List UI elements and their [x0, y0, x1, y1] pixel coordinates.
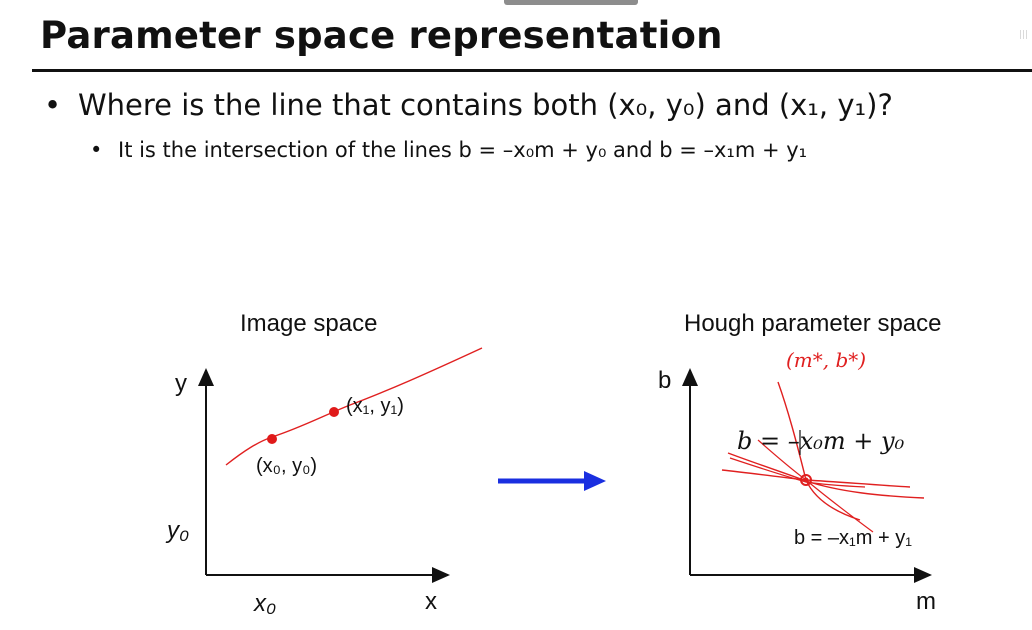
image-space-title: Image space — [240, 310, 378, 337]
image-line — [225, 347, 483, 466]
hough-line-0-label: b = –x₀m + y₀ — [737, 427, 905, 455]
hough-intersection — [800, 474, 812, 486]
y0-tick-label: y₀ — [167, 517, 190, 544]
top-handle — [504, 0, 638, 5]
handwritten-note: (m*, b*) — [786, 348, 867, 372]
hough-b-axis-label: b — [658, 367, 672, 394]
hough-line-a — [727, 452, 925, 499]
title-rule — [32, 69, 1032, 72]
point-1 — [329, 407, 339, 417]
bullet-1-text: Where is the line that contains both (x₀… — [78, 88, 893, 122]
bullet-2-text: It is the intersection of the lines b = … — [118, 138, 808, 162]
point-0-label: (x₀, y₀) — [256, 455, 318, 477]
hough-space-title: Hough parameter space — [684, 310, 942, 337]
bullet-2-dot: • — [90, 138, 103, 162]
slide-title: Parameter space representation — [40, 14, 723, 57]
hough-intersection-fill — [803, 477, 809, 483]
image-x-axis-label: x — [425, 588, 437, 615]
image-y-axis-label: y — [175, 370, 187, 397]
corner-mark: ||| — [1018, 30, 1028, 40]
point-0 — [267, 434, 277, 444]
hough-line-1-label: b = –x₁m + y₁ — [794, 527, 912, 549]
x0-tick-label: x₀ — [254, 590, 277, 617]
bullet-1-dot: • — [44, 88, 62, 122]
transform-arrow-head — [584, 471, 606, 491]
point-1-label: (x₁, y₁) — [346, 395, 404, 417]
hough-m-axis-label: m — [916, 588, 936, 615]
